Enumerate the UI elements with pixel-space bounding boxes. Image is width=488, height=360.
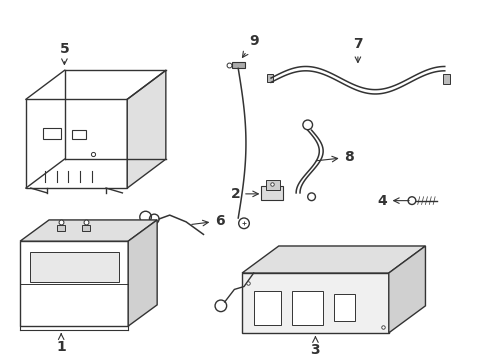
Bar bbox=[232, 62, 244, 68]
Polygon shape bbox=[388, 246, 425, 333]
Polygon shape bbox=[20, 241, 128, 326]
Polygon shape bbox=[128, 220, 157, 326]
Bar bbox=[265, 180, 279, 190]
Polygon shape bbox=[20, 220, 157, 241]
Text: 3: 3 bbox=[310, 337, 320, 357]
Bar bbox=[261, 186, 282, 200]
Polygon shape bbox=[242, 273, 388, 333]
Bar bbox=[57, 225, 64, 230]
Bar bbox=[72, 130, 85, 139]
Text: 1: 1 bbox=[56, 334, 66, 354]
Bar bbox=[43, 128, 61, 139]
Bar bbox=[30, 252, 118, 282]
Text: 2: 2 bbox=[230, 187, 258, 201]
Polygon shape bbox=[242, 246, 425, 273]
Bar bbox=[81, 225, 89, 230]
Bar bbox=[253, 291, 280, 325]
Bar bbox=[442, 74, 448, 84]
Polygon shape bbox=[127, 70, 165, 188]
Text: 4: 4 bbox=[376, 194, 408, 208]
Bar bbox=[266, 74, 272, 82]
Text: 5: 5 bbox=[60, 42, 69, 64]
Bar bbox=[333, 294, 354, 321]
Text: 8: 8 bbox=[316, 150, 353, 164]
Bar bbox=[292, 291, 323, 325]
Text: 7: 7 bbox=[352, 37, 362, 62]
Polygon shape bbox=[26, 99, 127, 188]
Text: 6: 6 bbox=[191, 214, 224, 228]
Text: 9: 9 bbox=[242, 35, 258, 57]
